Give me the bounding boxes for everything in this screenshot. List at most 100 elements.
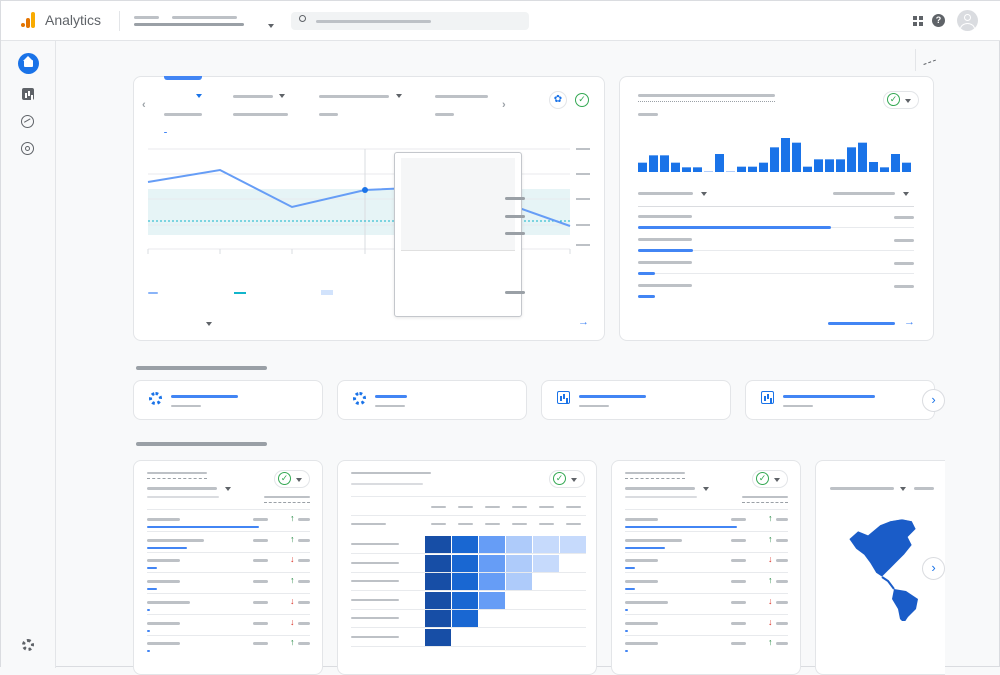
realtime-row[interactable] bbox=[638, 261, 914, 281]
account-avatar-icon[interactable] bbox=[957, 10, 978, 31]
view-realtime-arrow-icon[interactable]: → bbox=[904, 316, 915, 328]
metric-tab-2[interactable] bbox=[233, 92, 303, 137]
view-report-arrow-icon[interactable]: → bbox=[578, 316, 589, 328]
sidebar-item-explore[interactable] bbox=[21, 115, 34, 128]
metric-tab-3[interactable] bbox=[319, 92, 409, 137]
data-quality-dropdown[interactable]: ✓ bbox=[752, 470, 788, 488]
legend-series-1 bbox=[148, 292, 158, 294]
insights-icon[interactable] bbox=[921, 53, 936, 65]
sidebar-item-home[interactable] bbox=[18, 53, 39, 74]
cohort-cell[interactable] bbox=[479, 573, 505, 590]
cohort-cell[interactable] bbox=[452, 591, 478, 609]
metric-dropdown[interactable] bbox=[903, 192, 909, 196]
check-icon: ✓ bbox=[553, 472, 566, 485]
cohort-cell[interactable] bbox=[479, 591, 505, 609]
sidebar-item-reports[interactable] bbox=[22, 88, 34, 100]
insight-card[interactable] bbox=[337, 380, 527, 420]
dimension-dropdown[interactable] bbox=[225, 487, 231, 491]
analytics-logo[interactable] bbox=[21, 12, 37, 28]
table-row[interactable]: ↑ bbox=[147, 513, 310, 536]
cohort-cell[interactable] bbox=[425, 554, 451, 572]
realtime-bar bbox=[836, 159, 845, 172]
trend-down-icon: ↓ bbox=[768, 554, 773, 565]
sidebar-item-advertising[interactable] bbox=[21, 142, 34, 155]
row-fill-bar bbox=[638, 272, 655, 275]
data-quality-check-icon[interactable]: ✓ bbox=[575, 93, 589, 107]
data-quality-dropdown[interactable]: ✓ bbox=[274, 470, 310, 488]
realtime-row[interactable] bbox=[638, 238, 914, 258]
report-table-card: ✓ ↑ ↑ ↓ ↑ ↓ ↓ ↑ bbox=[133, 460, 323, 675]
cohort-cell[interactable] bbox=[533, 536, 559, 553]
realtime-bar bbox=[891, 154, 900, 172]
insight-card[interactable] bbox=[541, 380, 731, 420]
cohort-cell[interactable] bbox=[425, 591, 451, 609]
row-fill-bar bbox=[638, 249, 693, 252]
cohort-cell[interactable] bbox=[452, 536, 478, 553]
table-row[interactable]: ↓ bbox=[147, 596, 310, 619]
section-heading-insights bbox=[136, 366, 267, 370]
cohort-cell[interactable] bbox=[506, 554, 532, 572]
cohort-cell[interactable] bbox=[479, 554, 505, 572]
realtime-row[interactable] bbox=[638, 284, 914, 304]
check-icon: ✓ bbox=[756, 472, 769, 485]
cohort-cell[interactable] bbox=[533, 554, 559, 572]
realtime-bar bbox=[825, 159, 834, 172]
property-selector[interactable] bbox=[134, 13, 279, 31]
realtime-bar bbox=[770, 147, 779, 172]
chevron-left-icon[interactable]: ‹ bbox=[142, 99, 146, 111]
cohort-cell[interactable] bbox=[425, 536, 451, 553]
cohort-cell[interactable] bbox=[506, 536, 532, 553]
view-realtime-link[interactable] bbox=[828, 322, 895, 325]
apps-icon[interactable] bbox=[913, 16, 923, 26]
dimension-dropdown[interactable] bbox=[900, 487, 906, 491]
help-icon[interactable]: ? bbox=[932, 14, 945, 27]
advertising-icon bbox=[25, 146, 30, 151]
active-metric-tab-indicator[interactable] bbox=[164, 76, 202, 80]
table-row[interactable]: ↑ bbox=[147, 637, 310, 660]
cohort-cell[interactable] bbox=[506, 573, 532, 590]
table-row[interactable]: ↑ bbox=[625, 637, 788, 660]
cohort-cell[interactable] bbox=[425, 628, 451, 646]
table-row[interactable]: ↑ bbox=[625, 575, 788, 598]
cohort-cell[interactable] bbox=[425, 573, 451, 590]
table-row[interactable]: ↓ bbox=[625, 617, 788, 640]
world-map-americas[interactable] bbox=[846, 511, 926, 621]
insights-badge-icon[interactable]: ✿ bbox=[549, 91, 567, 109]
chevron-right-icon[interactable]: › bbox=[502, 99, 506, 111]
next-reports-button[interactable]: › bbox=[922, 557, 945, 580]
date-range-dropdown[interactable] bbox=[206, 322, 212, 326]
trend-down-icon: ↓ bbox=[290, 554, 295, 565]
cohort-cell[interactable] bbox=[425, 610, 451, 627]
cohort-card: ✓ bbox=[337, 460, 597, 675]
trend-up-icon: ↑ bbox=[290, 575, 295, 586]
realtime-bar bbox=[660, 155, 669, 172]
insight-card[interactable] bbox=[133, 380, 323, 420]
table-row[interactable]: ↓ bbox=[625, 554, 788, 577]
realtime-bar bbox=[869, 162, 878, 172]
table-row[interactable]: ↓ bbox=[147, 617, 310, 640]
cohort-cell[interactable] bbox=[452, 573, 478, 590]
cohort-cell[interactable] bbox=[452, 554, 478, 572]
table-row[interactable]: ↑ bbox=[625, 534, 788, 557]
dimension-dropdown[interactable] bbox=[701, 192, 707, 196]
realtime-row[interactable] bbox=[638, 215, 914, 235]
realtime-bar bbox=[858, 142, 867, 172]
insight-card[interactable] bbox=[745, 380, 935, 420]
settings-icon[interactable] bbox=[22, 639, 34, 651]
cohort-cell[interactable] bbox=[479, 536, 505, 553]
dimension-dropdown[interactable] bbox=[703, 487, 709, 491]
table-row[interactable]: ↑ bbox=[147, 534, 310, 557]
metric-tab-4[interactable] bbox=[435, 92, 495, 137]
data-quality-dropdown[interactable]: ✓ bbox=[883, 91, 919, 109]
data-quality-dropdown[interactable]: ✓ bbox=[549, 470, 585, 488]
metric-tab-1[interactable] bbox=[164, 92, 224, 137]
table-row[interactable]: ↑ bbox=[147, 575, 310, 598]
next-insights-button[interactable]: › bbox=[922, 389, 945, 412]
realtime-bar bbox=[693, 167, 702, 172]
search-input[interactable] bbox=[291, 12, 529, 30]
table-row[interactable]: ↓ bbox=[625, 596, 788, 619]
table-row[interactable]: ↓ bbox=[147, 554, 310, 577]
cohort-cell[interactable] bbox=[560, 536, 586, 553]
table-row[interactable]: ↑ bbox=[625, 513, 788, 536]
cohort-cell[interactable] bbox=[452, 610, 478, 627]
